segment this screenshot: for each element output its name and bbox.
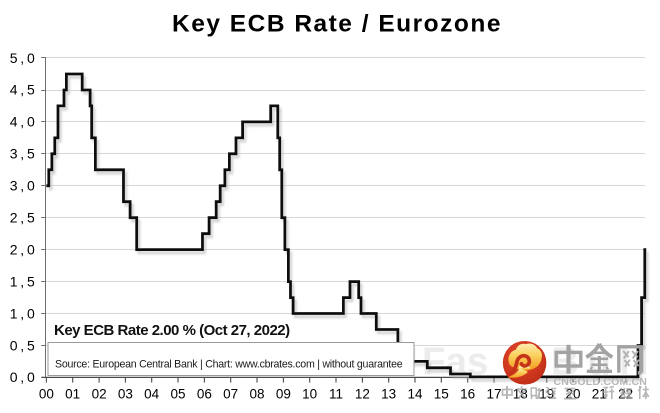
svg-text:17: 17 xyxy=(486,387,501,402)
svg-text:3,5: 3,5 xyxy=(10,146,38,162)
svg-text:2,5: 2,5 xyxy=(10,210,38,226)
svg-text:15: 15 xyxy=(434,387,449,402)
svg-text:07: 07 xyxy=(223,387,238,402)
svg-text:16: 16 xyxy=(460,387,475,402)
svg-text:21: 21 xyxy=(592,387,607,402)
svg-text:02: 02 xyxy=(92,387,107,402)
svg-text:05: 05 xyxy=(170,387,185,402)
svg-text:19: 19 xyxy=(539,387,554,402)
svg-text:11: 11 xyxy=(329,387,343,402)
svg-text:4,0: 4,0 xyxy=(10,114,38,130)
svg-text:01: 01 xyxy=(65,387,80,402)
svg-text:0,5: 0,5 xyxy=(10,337,38,353)
svg-text:08: 08 xyxy=(249,387,264,402)
svg-text:00: 00 xyxy=(39,387,54,402)
svg-text:09: 09 xyxy=(276,387,291,402)
svg-text:CNGOLD.COM.CN: CNGOLD.COM.CN xyxy=(554,376,648,388)
svg-text:0,0: 0,0 xyxy=(10,369,38,385)
svg-text:Source: European Central Bank: Source: European Central Bank | Chart: w… xyxy=(55,359,403,371)
svg-text:Key ECB Rate / Eurozone: Key ECB Rate / Eurozone xyxy=(172,11,502,38)
svg-text:Key ECB Rate 2.00 % (Oct 27, 2: Key ECB Rate 2.00 % (Oct 27, 2022) xyxy=(54,322,290,339)
svg-text:12: 12 xyxy=(355,387,370,402)
svg-text:14: 14 xyxy=(407,387,423,402)
svg-text:1,5: 1,5 xyxy=(10,273,38,289)
svg-text:5,0: 5,0 xyxy=(10,50,38,66)
svg-text:06: 06 xyxy=(197,387,212,402)
svg-text:04: 04 xyxy=(144,387,160,402)
svg-text:2,0: 2,0 xyxy=(10,241,38,257)
svg-text:03: 03 xyxy=(118,387,133,402)
svg-text:1,0: 1,0 xyxy=(10,305,38,321)
svg-text:10: 10 xyxy=(302,387,317,402)
svg-text:4,5: 4,5 xyxy=(10,82,38,98)
svg-text:13: 13 xyxy=(381,387,396,402)
svg-text:3,0: 3,0 xyxy=(10,178,38,194)
